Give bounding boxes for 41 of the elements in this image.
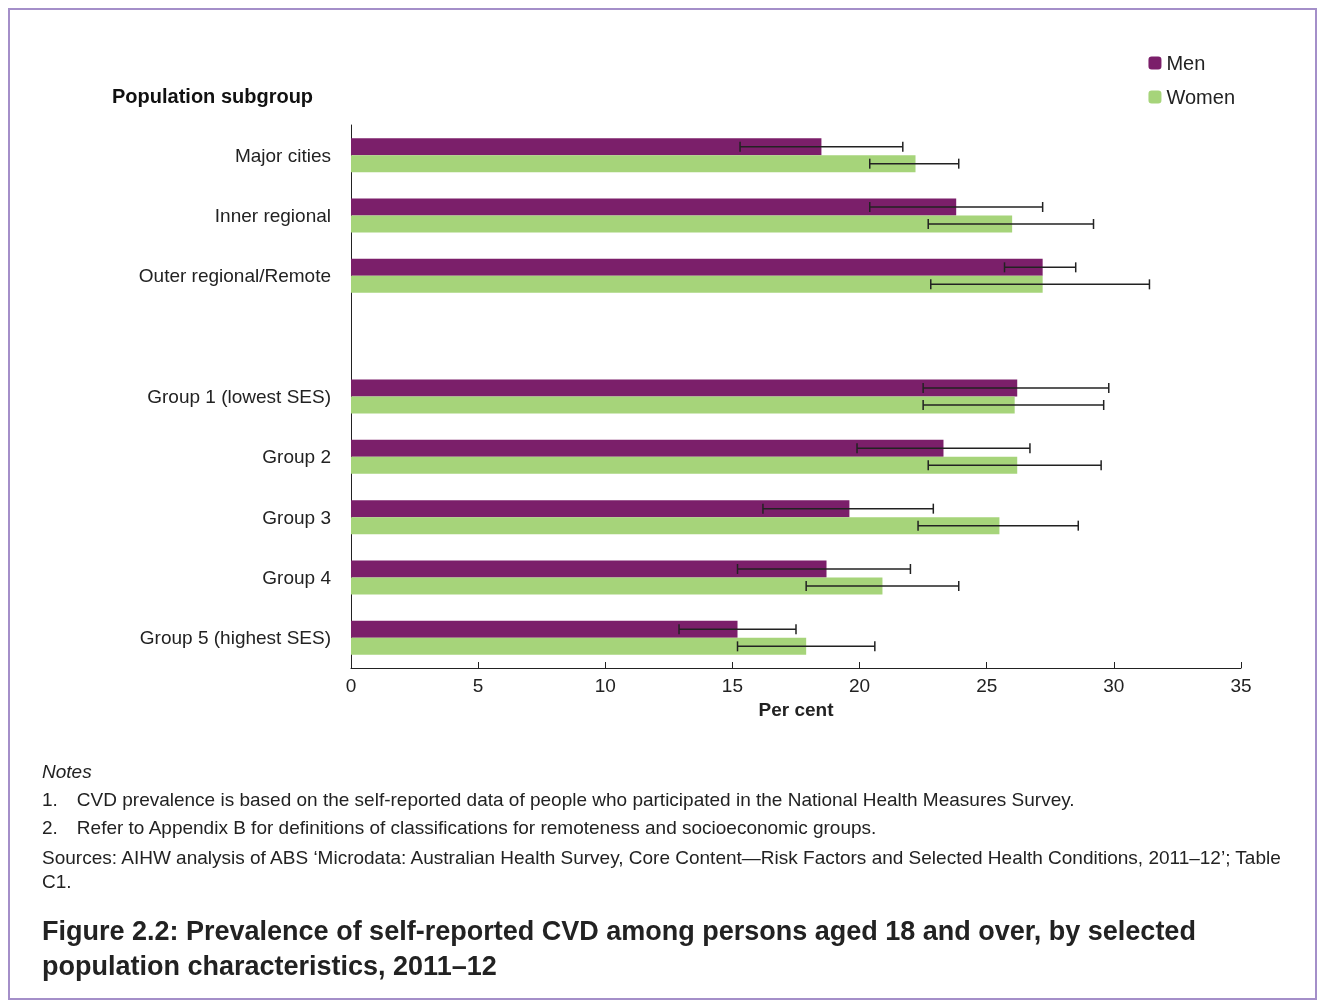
legend-label: Men — [1166, 52, 1206, 74]
bar — [351, 517, 1000, 535]
y-tick-label: Group 1 (lowest SES) — [147, 386, 331, 407]
text: Notes — [42, 760, 93, 784]
x-axis-title: Per cent — [758, 698, 835, 720]
bar — [351, 138, 822, 156]
bar — [351, 215, 1013, 233]
bar — [351, 379, 1018, 397]
y-tick-label: Major cities — [234, 144, 331, 166]
text: 2. Refer to Appendix B for definitions of classifications for remoteness and socioeconomic groups. — [42, 816, 878, 840]
bar — [351, 637, 807, 655]
text: 1. CVD prevalence is based on the self-reported data of people who participated in the National Health Measures Survey. — [42, 788, 1076, 812]
bar — [351, 258, 1043, 276]
bar — [351, 456, 1018, 474]
x-tick-label: 30 — [1103, 675, 1125, 696]
bar — [351, 560, 827, 578]
bar — [351, 620, 738, 638]
x-tick-label: 15 — [721, 675, 743, 696]
x-tick-label: 35 — [1230, 675, 1252, 696]
bar — [351, 155, 916, 173]
y-tick-label: Inner regional — [214, 205, 331, 226]
bar — [351, 577, 883, 595]
x-tick-label: 0 — [345, 675, 357, 696]
legend-label: Women — [1166, 86, 1235, 108]
x-tick-label: 25 — [976, 675, 998, 696]
y-tick-label: Group 5 (highest SES) — [139, 627, 331, 649]
bar — [351, 198, 957, 216]
y-tick-label: Outer regional/Remote — [138, 265, 331, 287]
y-tick-label: Group 2 — [262, 446, 331, 468]
x-tick-label: 10 — [594, 675, 616, 696]
bar — [351, 500, 850, 518]
x-tick-label: 20 — [849, 675, 871, 696]
y-tick-label: Group 4 — [262, 567, 332, 588]
text: Figure 2.2: Prevalence of self-reported CVD among persons aged 18 and over, by selected population characteristics, 2011–12 — [42, 915, 1197, 983]
x-tick-label: 5 — [472, 675, 484, 696]
source-note: Sources: AIHW analysis of ABS ‘Microdata: Australian Health Survey, Core Content—Risk Factors and Selected Health Conditions, 2011–12’; Table C1. — [42, 846, 1282, 894]
bar — [351, 275, 1043, 293]
y-axis-title: Population subgroup — [112, 85, 314, 107]
y-tick-label: Group 3 — [262, 506, 331, 528]
bar — [351, 439, 944, 457]
bar — [351, 396, 1015, 414]
